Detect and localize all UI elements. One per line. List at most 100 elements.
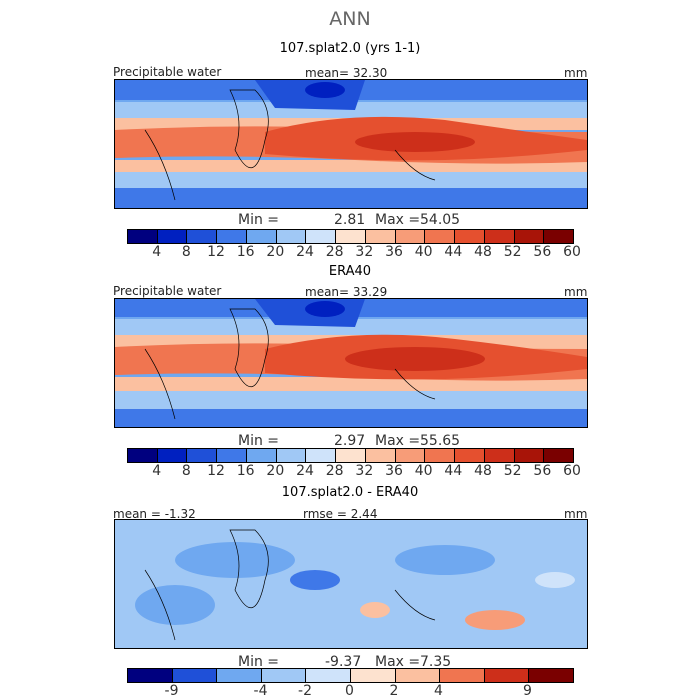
- panel-3-min-value: -9.37: [325, 654, 362, 670]
- panel-2-max-value: 55.65: [420, 433, 461, 449]
- colorbar-tick-label: 28: [325, 244, 344, 260]
- colorbar-tick-label: 36: [385, 244, 403, 260]
- colorbar-swatch: [395, 449, 426, 462]
- colorbar-swatch: [455, 230, 485, 243]
- colorbar-swatch: [484, 449, 515, 462]
- colorbar-tick-label: 60: [563, 463, 581, 479]
- colorbar-tick-label: 52: [503, 463, 522, 479]
- colorbar-swatch: [544, 449, 574, 462]
- colorbar-tick-label: -9: [164, 683, 179, 699]
- panel-1-min-label: Min =: [238, 212, 280, 228]
- colorbar-swatch: [157, 449, 188, 462]
- panel-2-colorbar-ticks: 4 8 12 16 20 24 28 32 36 40 44 48 52 56 60: [127, 463, 581, 479]
- colorbar-swatch: [544, 230, 574, 243]
- colorbar-tick-label: 28: [325, 463, 344, 479]
- colorbar-swatch: [128, 449, 158, 462]
- colorbar-swatch: [246, 230, 277, 243]
- panel-1-map: [114, 79, 588, 209]
- colorbar-swatch: [365, 230, 396, 243]
- colorbar-tick-label: -4: [253, 683, 268, 699]
- colorbar-swatch: [276, 449, 307, 462]
- colorbar-swatch: [217, 230, 247, 243]
- colorbar-swatch: [455, 449, 485, 462]
- panel-3-units: mm: [564, 507, 588, 521]
- colorbar-swatch: [246, 449, 277, 462]
- panel-3-max-value: 7.35: [420, 654, 452, 670]
- colorbar-swatch: [365, 449, 396, 462]
- panel-3-map: [114, 519, 588, 649]
- colorbar-tick-label: 16: [236, 244, 255, 260]
- colorbar-swatch: [425, 449, 456, 462]
- colorbar-tick-label: 4: [152, 244, 162, 260]
- panel-1-max-value: 54.05: [420, 212, 461, 228]
- colorbar-swatch: [187, 449, 218, 462]
- colorbar-tick-label: 24: [296, 463, 314, 479]
- colorbar-tick-label: 44: [444, 463, 463, 479]
- main-title: ANN: [329, 8, 371, 30]
- colorbar-tick-label: 20: [266, 244, 285, 260]
- colorbar-tick-label: 36: [385, 463, 403, 479]
- colorbar-swatch: [350, 669, 396, 682]
- colorbar-swatch: [514, 230, 545, 243]
- panel-2-variable-label: Precipitable water: [113, 284, 222, 298]
- colorbar-tick-label: 8: [181, 463, 191, 479]
- colorbar-tick-label: 56: [533, 244, 552, 260]
- colorbar-tick-label: 12: [207, 463, 225, 479]
- panel-1-units: mm: [564, 66, 588, 80]
- panel-1-colorbar-ticks: 4 8 12 16 20 24 28 32 36 40 44 48 52 56 60: [127, 244, 581, 260]
- panel-2-min-label: Min =: [238, 433, 280, 449]
- colorbar-swatch: [261, 669, 307, 682]
- panel-2-map: [114, 298, 588, 428]
- colorbar-swatch: [484, 669, 530, 682]
- colorbar-tick-label: 2: [389, 683, 399, 699]
- colorbar-swatch: [336, 449, 366, 462]
- colorbar-tick-label: 52: [503, 244, 522, 260]
- colorbar-tick-label: -2: [298, 683, 312, 699]
- colorbar-swatch: [217, 449, 247, 462]
- colorbar-tick-label: 24: [296, 244, 314, 260]
- panel-3-max-label: Max =: [375, 654, 421, 670]
- colorbar-tick-label: 32: [355, 244, 374, 260]
- colorbar-swatch: [128, 669, 173, 682]
- colorbar-tick-label: 48: [474, 244, 492, 260]
- panel-2-colorbar: [127, 448, 574, 463]
- panel-3-colorbar: [127, 668, 574, 683]
- colorbar-swatch: [276, 230, 307, 243]
- colorbar-tick-label: 12: [207, 244, 225, 260]
- colorbar-swatch: [514, 449, 545, 462]
- colorbar-tick-label: 4: [152, 463, 162, 479]
- colorbar-swatch: [395, 230, 426, 243]
- colorbar-tick-label: 40: [414, 244, 433, 260]
- colorbar-tick-label: 32: [355, 463, 374, 479]
- colorbar-tick-label: 9: [523, 683, 532, 699]
- panel-1-title: 107.splat2.0 (yrs 1-1): [279, 41, 421, 56]
- panel-2-mean-label: mean= 33.29: [305, 285, 388, 299]
- colorbar-tick-label: 48: [474, 463, 492, 479]
- colorbar-swatch: [128, 230, 158, 243]
- panel-3-mean-label: mean = -1.32: [113, 507, 196, 521]
- panel-2-min-value: 2.97: [334, 433, 366, 449]
- colorbar-swatch: [306, 449, 337, 462]
- panel-1-variable-label: Precipitable water: [113, 65, 222, 79]
- colorbar-swatch: [157, 230, 188, 243]
- colorbar-swatch: [440, 669, 485, 682]
- panel-2-max-label: Max =: [375, 433, 421, 449]
- panel-1-colorbar: [127, 229, 574, 244]
- panel-3-colorbar-ticks: -9 -4 -2 0 2 4 9: [127, 683, 572, 699]
- colorbar-swatch: [187, 230, 218, 243]
- colorbar-tick-label: 4: [434, 683, 443, 699]
- colorbar-swatch: [306, 230, 337, 243]
- panel-3-rmse-label: rmse = 2.44: [303, 507, 378, 521]
- panel-3-title: 107.splat2.0 - ERA40: [281, 485, 419, 500]
- panel-1-min-value: 2.81: [334, 212, 366, 228]
- colorbar-swatch: [217, 669, 262, 682]
- panel-2-title: ERA40: [328, 264, 372, 279]
- colorbar-swatch: [172, 669, 218, 682]
- colorbar-tick-label: 40: [414, 463, 433, 479]
- colorbar-swatch: [529, 669, 573, 682]
- colorbar-swatch: [395, 669, 441, 682]
- colorbar-swatch: [306, 669, 351, 682]
- colorbar-tick-label: 60: [563, 244, 581, 260]
- colorbar-tick-label: 0: [345, 683, 354, 699]
- panel-1-mean-label: mean= 32.30: [305, 66, 388, 80]
